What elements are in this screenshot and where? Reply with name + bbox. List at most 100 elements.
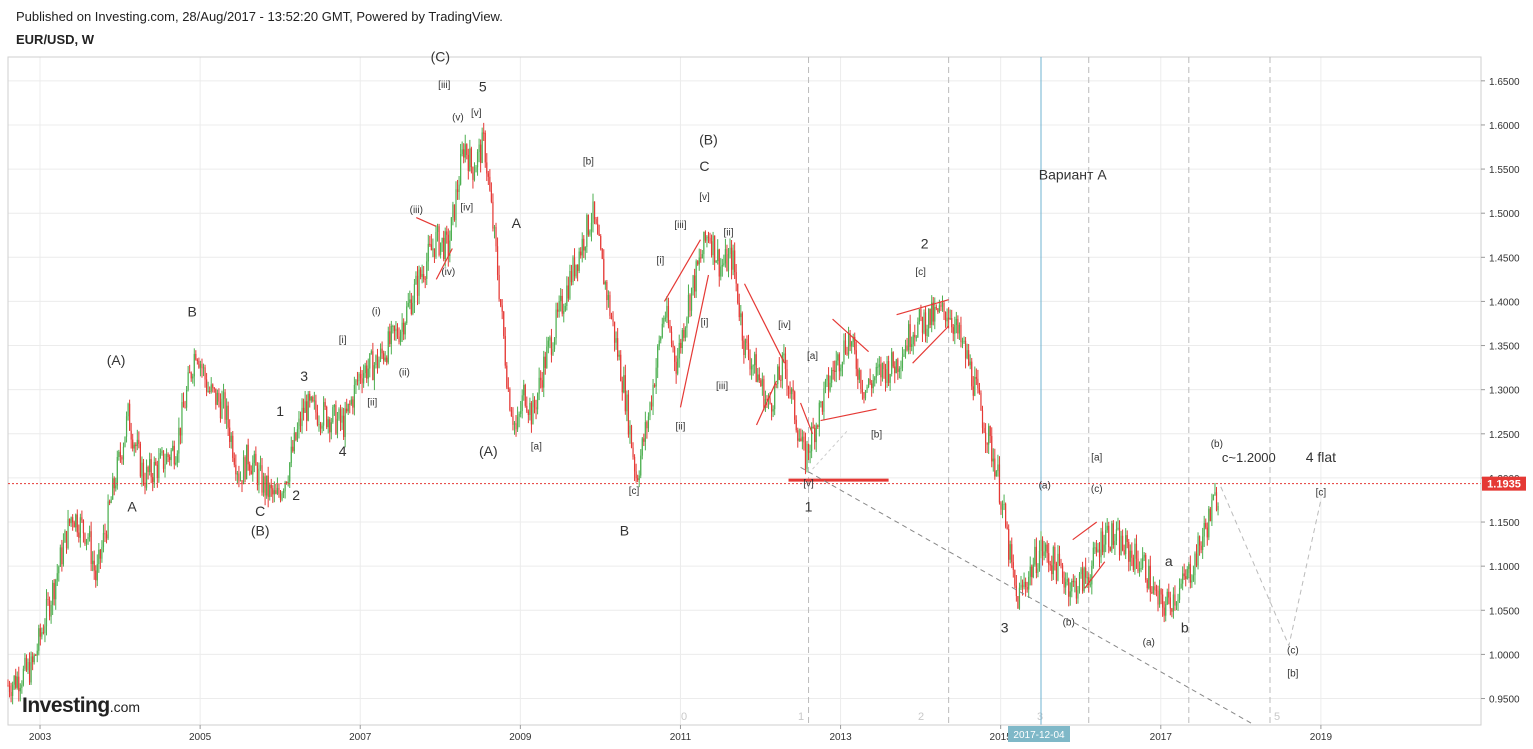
candle-body xyxy=(433,248,436,257)
candle-body xyxy=(780,379,782,381)
wave-label: (a) xyxy=(1039,481,1051,492)
candle-body xyxy=(558,301,560,312)
candle-body xyxy=(96,564,98,581)
candle-body xyxy=(715,261,717,263)
candle-body xyxy=(341,415,343,423)
price-tag: 1.1935 xyxy=(1482,476,1526,491)
candle-body xyxy=(849,333,851,347)
candle-body xyxy=(1211,500,1213,522)
candle-body xyxy=(441,237,443,243)
wave-label: (iv) xyxy=(441,267,455,278)
candle-body xyxy=(1021,584,1024,588)
candle-body xyxy=(32,656,34,663)
candle-body xyxy=(429,243,431,245)
candle-body xyxy=(920,309,922,318)
candle-body xyxy=(475,167,477,173)
candle-body xyxy=(145,466,148,488)
candle-body xyxy=(573,257,576,277)
candle-body xyxy=(730,247,733,270)
candle-body xyxy=(56,573,58,580)
candle-body xyxy=(1172,594,1175,612)
candle-body xyxy=(911,344,913,348)
candle-body xyxy=(857,368,859,380)
candle-body xyxy=(555,309,557,339)
candle-body xyxy=(105,534,108,539)
candle-body xyxy=(726,249,728,271)
candle-body xyxy=(227,405,229,428)
candle-body xyxy=(446,231,448,235)
candle-body xyxy=(926,328,928,337)
candle-body xyxy=(222,392,225,399)
candle-body xyxy=(541,380,543,388)
candle-body xyxy=(427,243,429,262)
candle-body xyxy=(603,258,605,285)
candle-body xyxy=(561,295,563,314)
candle-body xyxy=(423,273,425,279)
candle-body xyxy=(951,318,953,328)
candle-body xyxy=(980,392,982,411)
price-tick-label: 1.1000 xyxy=(1489,562,1520,573)
candle-body xyxy=(783,353,785,356)
candle-body xyxy=(897,359,899,372)
candle-body xyxy=(1031,566,1033,578)
candle-body xyxy=(809,451,811,453)
logo-tld: .com xyxy=(109,699,141,715)
candle-body xyxy=(310,396,312,401)
candle-body xyxy=(90,531,92,564)
wave-label: b xyxy=(1181,619,1189,635)
candle-body xyxy=(1048,553,1050,565)
candle-body xyxy=(683,330,685,338)
fib-time-label: 2 xyxy=(918,711,924,723)
candle-body xyxy=(113,478,115,489)
candle-body xyxy=(1203,522,1205,537)
candle-body xyxy=(1215,492,1218,511)
candle-body xyxy=(359,374,362,379)
candle-body xyxy=(803,436,805,443)
candle-body xyxy=(59,547,61,567)
trend-line xyxy=(1072,521,1098,541)
candle-body xyxy=(47,598,49,600)
candle-body xyxy=(1103,544,1105,553)
candle-body xyxy=(449,240,451,257)
candle-body xyxy=(1191,580,1193,583)
chart-grid xyxy=(8,57,1481,725)
candle-body xyxy=(593,201,596,220)
candle-body xyxy=(997,464,999,472)
candle-body xyxy=(258,468,260,486)
candle-body xyxy=(891,352,893,374)
candle-body xyxy=(72,517,74,523)
candle-body xyxy=(504,336,506,366)
candle-body xyxy=(863,392,865,399)
candle-body xyxy=(169,457,171,461)
candle-body xyxy=(232,435,234,458)
candle-body xyxy=(1188,564,1190,569)
candle-body xyxy=(378,359,380,368)
candle-body xyxy=(1086,577,1088,579)
candle-body xyxy=(620,354,622,382)
candle-body xyxy=(1011,544,1013,563)
date-tag-value: 2017-12-04 xyxy=(1013,730,1065,741)
wave-label: (ii) xyxy=(399,368,410,379)
candle-body xyxy=(872,380,874,389)
trend-line xyxy=(679,274,710,408)
candle-body xyxy=(198,361,200,368)
candle-body xyxy=(938,305,941,312)
candle-body xyxy=(798,438,800,441)
wave-label: [v] xyxy=(803,479,814,490)
candle-body xyxy=(752,365,754,367)
candle-body xyxy=(807,444,810,453)
candle-body xyxy=(908,324,910,351)
candle-body xyxy=(644,422,646,442)
candle-body xyxy=(707,236,710,238)
candle-body xyxy=(236,473,238,475)
candle-body xyxy=(741,313,743,341)
wave-label: 1 xyxy=(805,498,813,514)
candle-body xyxy=(124,436,126,447)
candle-body xyxy=(934,307,936,322)
candle-body xyxy=(727,254,730,271)
candle-body xyxy=(633,456,636,472)
candle-body xyxy=(239,480,242,482)
candle-body xyxy=(403,322,405,335)
wave-label: [ii] xyxy=(367,398,377,409)
